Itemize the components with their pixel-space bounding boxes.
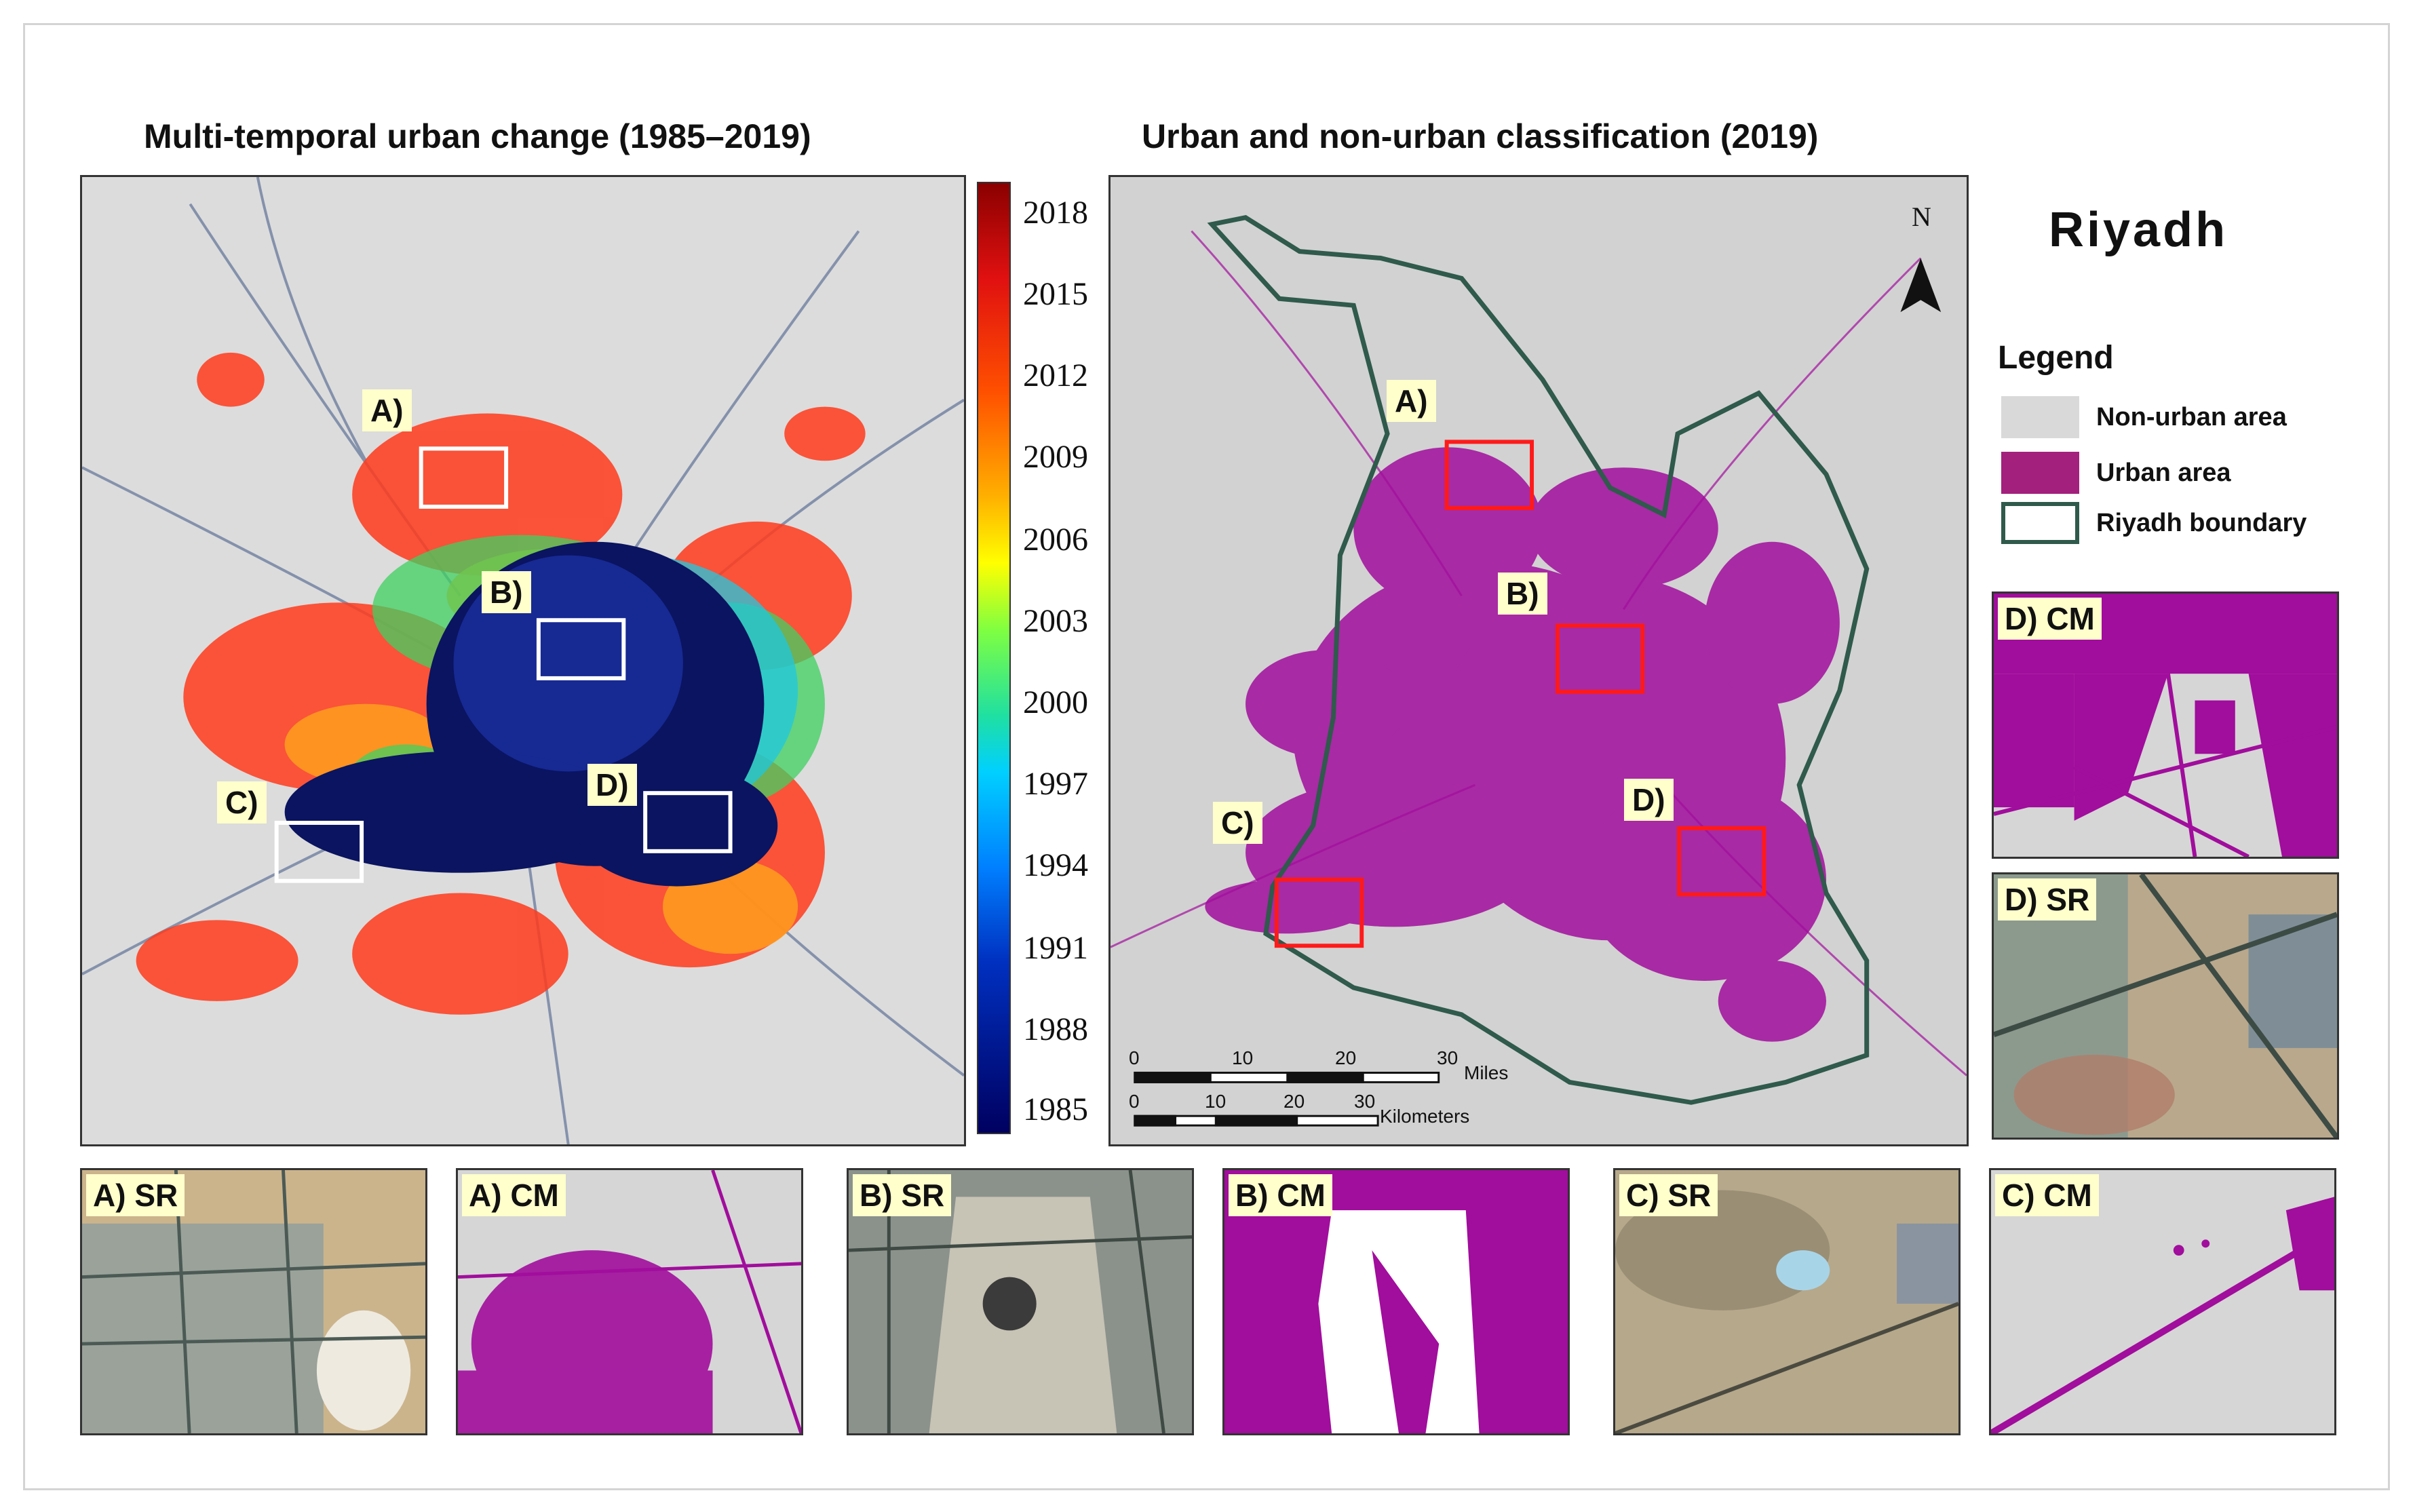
inset-a-sr: A) SR xyxy=(80,1168,427,1435)
colorbar-tick: 1988 xyxy=(1023,1011,1088,1047)
figure-frame xyxy=(23,23,2390,1490)
nonurban-swatch xyxy=(2001,396,2079,438)
scale-miles-tick: 30 xyxy=(1437,1047,1459,1068)
inset-label: A) CM xyxy=(462,1174,566,1216)
scale-miles-tick: 20 xyxy=(1335,1047,1357,1068)
callout-a-left: A) xyxy=(362,389,412,431)
scale-km-tick: 10 xyxy=(1205,1091,1227,1112)
inset-label: D) SR xyxy=(1998,878,2097,920)
inset-label: B) SR xyxy=(853,1174,952,1216)
year-colorbar xyxy=(977,182,1011,1134)
colorbar-tick: 1991 xyxy=(1023,930,1088,966)
legend-label: Riyadh boundary xyxy=(2096,509,2307,537)
colorbar-tick: 1994 xyxy=(1023,847,1088,883)
inset-b-sr: B) SR xyxy=(847,1168,1194,1435)
left-map-title: Multi-temporal urban change (1985–2019) xyxy=(144,117,811,155)
north-label: N xyxy=(1912,201,1931,232)
colorbar-tick: 2000 xyxy=(1023,684,1088,720)
legend-title: Legend xyxy=(1998,340,2114,376)
colorbar-tick: 2006 xyxy=(1023,522,1088,558)
colorbar-tick: 2018 xyxy=(1023,195,1088,231)
colorbar-tick: 2012 xyxy=(1023,357,1088,393)
scale-km-tick: 30 xyxy=(1354,1091,1376,1112)
inset-label: D) CM xyxy=(1998,598,2102,640)
colorbar-tick: 1997 xyxy=(1023,766,1088,802)
callout-d-right: D) xyxy=(1624,779,1674,821)
callout-d-left: D) xyxy=(587,764,637,806)
inset-b-cm: B) CM xyxy=(1222,1168,1570,1435)
callout-c-left: C) xyxy=(217,781,267,823)
boundary-swatch xyxy=(2001,502,2079,544)
scale-km-tick: 20 xyxy=(1283,1091,1305,1112)
scale-miles-unit: Miles xyxy=(1464,1062,1509,1083)
scale-miles-tick: 0 xyxy=(1129,1047,1140,1068)
callout-b-left: B) xyxy=(482,571,531,613)
colorbar-tick: 2003 xyxy=(1023,603,1088,639)
city-name: Riyadh xyxy=(2049,203,2228,257)
inset-d-cm: D) CM xyxy=(1992,592,2339,859)
scale-km-unit: Kilometers xyxy=(1380,1106,1470,1127)
right-map-title: Urban and non-urban classification (2019… xyxy=(1142,117,1819,155)
callout-b-right: B) xyxy=(1498,573,1547,615)
colorbar-tick: 2009 xyxy=(1023,439,1088,475)
urban-swatch xyxy=(2001,452,2079,494)
scale-km-tick: 0 xyxy=(1129,1091,1140,1112)
classification-map xyxy=(1108,175,1969,1146)
inset-a-cm: A) CM xyxy=(456,1168,803,1435)
inset-label: C) SR xyxy=(1619,1174,1718,1216)
inset-label: C) CM xyxy=(1995,1174,2099,1216)
inset-label: A) SR xyxy=(86,1174,185,1216)
inset-label: B) CM xyxy=(1229,1174,1332,1216)
colorbar-tick: 1985 xyxy=(1023,1091,1088,1127)
inset-d-sr: D) SR xyxy=(1992,872,2339,1140)
colorbar-tick: 2015 xyxy=(1023,276,1088,312)
inset-c-cm: C) CM xyxy=(1989,1168,2336,1435)
callout-c-right: C) xyxy=(1213,802,1262,844)
scale-miles-tick: 10 xyxy=(1232,1047,1254,1068)
callout-a-right: A) xyxy=(1387,380,1436,422)
legend-label: Non-urban area xyxy=(2096,403,2287,431)
urban-change-map xyxy=(80,175,966,1146)
legend-label: Urban area xyxy=(2096,459,2231,487)
inset-c-sr: C) SR xyxy=(1613,1168,1961,1435)
